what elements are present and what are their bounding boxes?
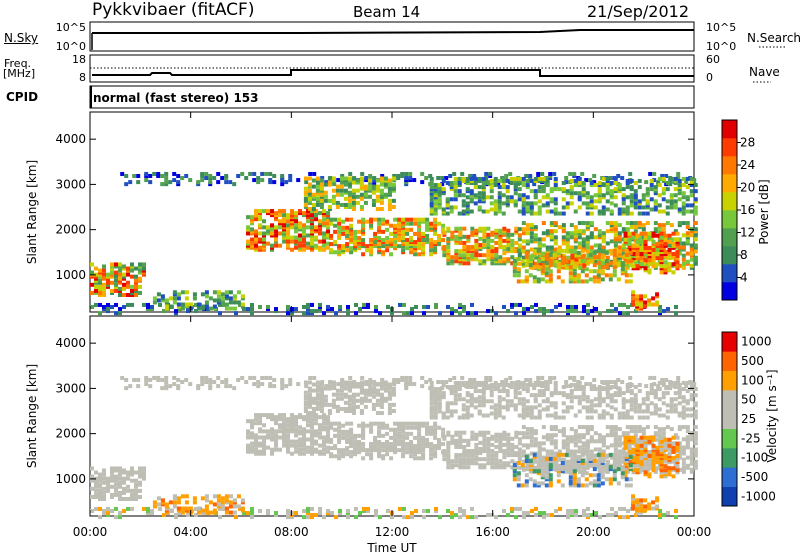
freq-tick-top: 18 <box>72 53 86 66</box>
colorbar-tick: -25 <box>741 431 761 445</box>
colorbar-segment <box>722 246 737 265</box>
x-tick-label: 08:00 <box>274 525 309 539</box>
colorbar-segment <box>722 210 737 229</box>
station-title: Pykkvibaer (fitACF) <box>92 0 255 20</box>
colorbar-segment <box>722 370 737 391</box>
colorbar-tick: 20 <box>740 181 755 195</box>
colorbar-tick: 50 <box>741 393 756 407</box>
colorbar-tick: 12 <box>740 226 755 240</box>
colorbar-segment <box>722 156 737 175</box>
colorbar-tick: 16 <box>740 203 755 217</box>
nsearch-tick-bottom: 10^0 <box>706 40 736 53</box>
nsearch-label: N.Search <box>747 31 800 45</box>
freq-label: Freq. <box>4 57 32 70</box>
freq-panel: 18 8 60 0 <box>72 53 771 84</box>
freq-tick-bottom: 8 <box>79 71 86 84</box>
colorbar-tick: 500 <box>741 354 764 368</box>
x-axis: 00:00 04:00 08:00 12:00 16:00 20:00 00:00 <box>73 112 712 539</box>
cpid-strip <box>89 85 695 109</box>
velocity-colorbar-label: Velocity [m s⁻¹] <box>765 369 779 462</box>
colorbar-segment <box>722 120 737 139</box>
y-tick-label: 3000 <box>55 177 86 191</box>
colorbar-segment <box>722 138 737 157</box>
velocity-yticks: 4000 3000 2000 1000 <box>55 336 694 486</box>
colorbar-segment <box>722 428 737 449</box>
y-tick-label: 1000 <box>55 268 86 282</box>
nsearch-tick-top: 10^5 <box>706 21 736 34</box>
colorbar-segment <box>722 332 737 352</box>
colorbar-tick: 8 <box>740 248 748 262</box>
colorbar-tick: 24 <box>740 158 755 172</box>
y-tick-label: 2000 <box>55 427 86 441</box>
colorbar-segment <box>722 282 737 301</box>
velocity-data-layer <box>90 375 698 520</box>
colorbar-tick: -100 <box>741 451 768 465</box>
x-tick-label: 20:00 <box>576 525 611 539</box>
x-tick-label: 00:00 <box>73 525 108 539</box>
power-colorbar-label: Power [dB] <box>757 179 771 244</box>
beam-title: Beam 14 <box>353 3 421 21</box>
nsky-tick-top: 10^5 <box>56 21 86 34</box>
velocity-panel: 4000 3000 2000 1000 Slant Range [km] 1000 50… <box>25 315 779 520</box>
x-tick-label: 00:00 <box>677 525 712 539</box>
nave-tick-bottom: 0 <box>706 71 713 84</box>
colorbar-segment <box>722 351 737 371</box>
cpid-value: normal (fast stereo) 153 <box>93 91 259 105</box>
velocity-ylabel: Slant Range [km] <box>25 364 39 468</box>
nsky-panel: 10^5 10^0 10^5 10^0 <box>56 21 787 53</box>
colorbar-segment <box>722 192 737 211</box>
colorbar-segment <box>722 390 737 410</box>
date-title: 21/Sep/2012 <box>587 2 690 21</box>
colorbar-segment <box>722 448 737 468</box>
y-tick-label: 4000 <box>55 132 86 146</box>
colorbar-segment <box>722 409 737 429</box>
colorbar-segment <box>722 467 737 487</box>
power-colorbar: 28 24 20 16 12 8 4 <box>721 119 755 301</box>
freq-unit: [MHz] <box>3 67 36 80</box>
x-tick-label: 16:00 <box>475 525 510 539</box>
colorbar-segment <box>722 264 737 283</box>
y-tick-label: 2000 <box>55 223 86 237</box>
colorbar-segment <box>722 174 737 193</box>
colorbar-tick: 28 <box>740 136 755 150</box>
power-ylabel: Slant Range [km] <box>25 160 39 264</box>
power-panel: 4000 3000 2000 1000 Slant Range [km] 28 24 20… <box>25 111 771 316</box>
colorbar-tick: 4 <box>740 271 748 285</box>
nsky-label: N.Sky <box>4 31 39 45</box>
nsky-trace <box>92 29 694 34</box>
colorbar-tick: -1000 <box>741 489 776 503</box>
colorbar-segment <box>722 228 737 247</box>
nave-label: Nave <box>749 65 780 79</box>
power-yticks: 4000 3000 2000 1000 <box>55 132 694 282</box>
colorbar-tick: -500 <box>741 470 768 484</box>
colorbar-tick: 1000 <box>741 335 772 349</box>
nave-tick-top: 60 <box>706 53 720 66</box>
y-tick-label: 4000 <box>55 336 86 350</box>
power-data-layer <box>90 171 698 316</box>
y-tick-label: 3000 <box>55 381 86 395</box>
velocity-colorbar: 1000 500 100 50 25 -25 -100 -500 -1000 <box>721 331 776 507</box>
cpid-label: CPID <box>6 90 39 104</box>
x-tick-label: 04:00 <box>173 525 208 539</box>
x-tick-label: 12:00 <box>375 525 410 539</box>
colorbar-tick: 100 <box>741 373 764 387</box>
colorbar-tick: 25 <box>741 412 756 426</box>
y-tick-label: 1000 <box>55 472 86 486</box>
colorbar-segment <box>722 486 737 507</box>
x-axis-label: Time UT <box>366 541 417 554</box>
nsky-tick-bottom: 10^0 <box>56 40 86 53</box>
freq-trace <box>92 69 694 77</box>
